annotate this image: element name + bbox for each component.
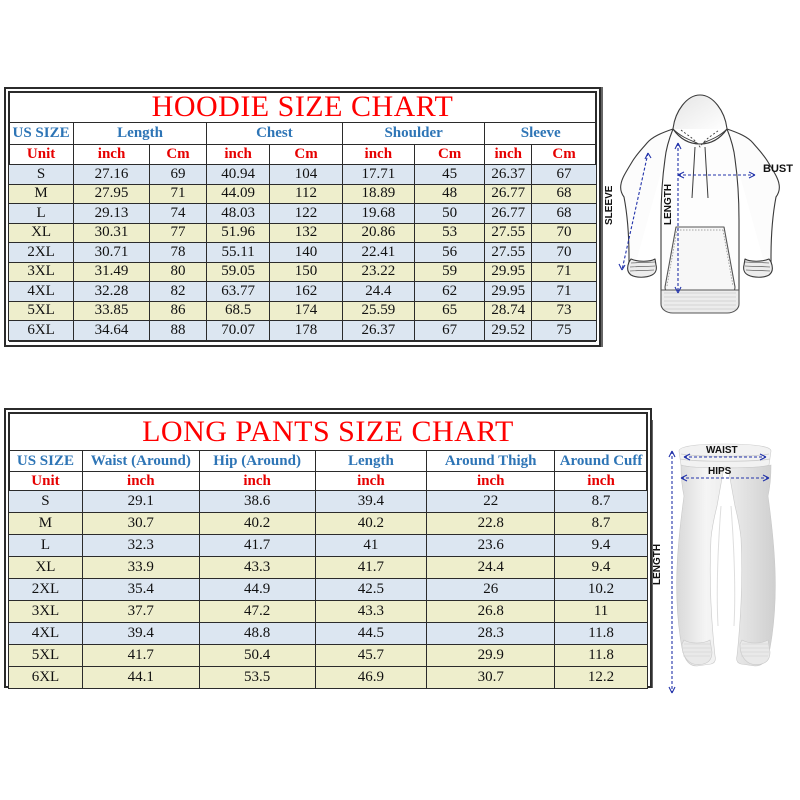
svg-text:LENGTH: LENGTH	[652, 544, 663, 585]
svg-text:BUST: BUST	[763, 163, 793, 175]
svg-text:LENGTH: LENGTH	[663, 184, 674, 225]
svg-text:WAIST: WAIST	[706, 445, 738, 456]
svg-text:HIPS: HIPS	[708, 466, 732, 477]
svg-text:SLEEVE: SLEEVE	[604, 185, 615, 225]
